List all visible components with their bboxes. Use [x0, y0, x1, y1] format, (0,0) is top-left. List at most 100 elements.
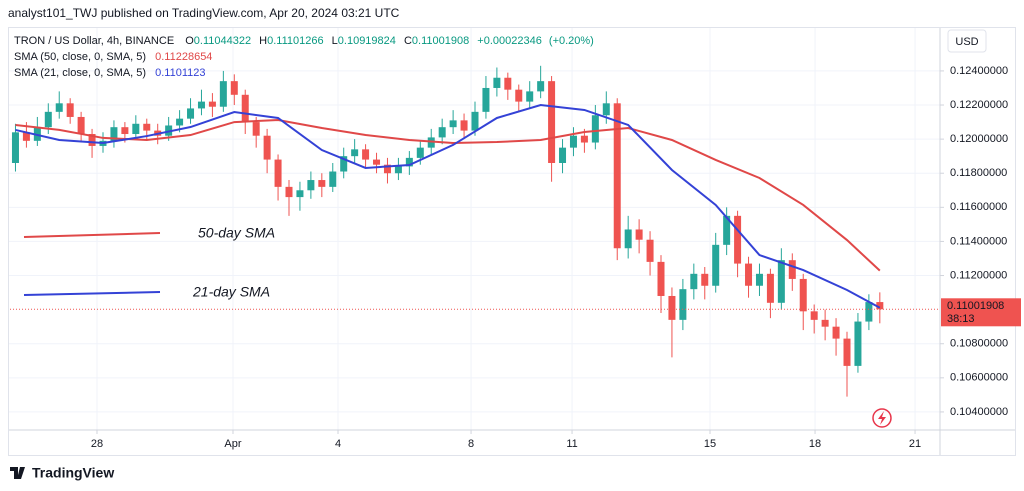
candle-body [777, 260, 785, 303]
axes: 0.10400000 0.10600000 0.10800000 0.11200000… [91, 65, 1021, 450]
candle-body [712, 244, 720, 286]
ohlc-prefix: H [259, 35, 267, 47]
sma-line [15, 119, 881, 272]
candle-body [230, 81, 238, 95]
last-price-tag [941, 298, 1021, 327]
candle-body [252, 122, 260, 136]
y-tick-label: 0.10600000 [950, 372, 1008, 384]
currency-box[interactable] [947, 29, 987, 53]
candle-body [55, 103, 63, 112]
brand[interactable]: TradingView [32, 465, 114, 481]
y-tick-label: 0.12200000 [950, 99, 1008, 111]
last-price: 0.11001908 [947, 300, 1004, 312]
candle-body [438, 127, 446, 138]
annotation: 50-day SMA [198, 225, 275, 241]
annotation-line [23, 232, 161, 238]
candle-body [11, 132, 19, 163]
x-tick-label: Apr [224, 438, 241, 450]
candle-body [197, 101, 205, 109]
ohlc-prefix: C [404, 35, 412, 47]
candle-body [679, 289, 687, 320]
candle-body [515, 89, 523, 102]
candle-body [373, 159, 381, 165]
candle-body [613, 103, 621, 249]
candle-body [537, 81, 545, 92]
x-tick-label: 11 [566, 438, 577, 450]
indicator-value: 0.11228654 [155, 51, 212, 63]
candle-body [854, 321, 862, 366]
annotation-line [23, 291, 161, 296]
candle-body [482, 87, 490, 112]
chart-frame [8, 27, 1016, 456]
candle-body [208, 101, 216, 107]
candle-body [493, 77, 501, 88]
indicator-legend: SMA (21, close, 0, SMA, 5) 0.1101123 [14, 67, 206, 79]
x-tick-label: 15 [704, 438, 716, 450]
candle-body [548, 81, 556, 163]
indicator-name: SMA (50, close, 0, SMA, 5) [14, 51, 146, 63]
candle-body [22, 132, 30, 141]
candle-body [241, 94, 249, 123]
candle-body [44, 111, 52, 128]
candle-body [296, 190, 304, 198]
y-tick-label: 0.12000000 [950, 133, 1008, 145]
candle-body [416, 147, 424, 158]
ohlc-prefix: O [185, 35, 194, 47]
candle-body [307, 180, 315, 191]
y-tick-label: 0.10400000 [950, 406, 1008, 418]
candle-body [734, 215, 742, 264]
candle-body [580, 135, 588, 143]
candle-body [745, 263, 753, 286]
change: +0.00022346 [477, 35, 542, 47]
candle-body [865, 302, 873, 322]
candle-body [559, 147, 567, 163]
candle-body [646, 239, 654, 262]
candle-body [504, 77, 512, 90]
candle-body [132, 123, 140, 135]
y-tick-label: 0.10800000 [950, 338, 1008, 350]
candle-body [427, 137, 435, 148]
x-tick-label: 8 [468, 438, 474, 450]
candle-body [318, 180, 326, 187]
brand-logo[interactable] [10, 467, 25, 479]
x-tick-label: 28 [91, 438, 103, 450]
candle-body [460, 120, 468, 131]
ohlc-value: 0.11101266 [267, 35, 323, 47]
candle-body [755, 273, 763, 286]
candle-body [449, 120, 457, 128]
candle-body [274, 159, 282, 187]
candle-body [187, 108, 195, 119]
candle-body [362, 149, 370, 160]
candle-body [799, 278, 807, 312]
candle-body [832, 326, 840, 339]
currency[interactable]: USD [955, 36, 978, 48]
candle-body [285, 186, 293, 198]
x-tick-label: 18 [809, 438, 821, 450]
y-tick-label: 0.11400000 [950, 235, 1007, 247]
candle-body [263, 135, 271, 160]
candle-body [340, 156, 348, 172]
candle-body [405, 157, 413, 167]
y-tick-label: 0.11200000 [950, 269, 1007, 281]
candle-body [121, 127, 129, 135]
candle-body [143, 123, 151, 131]
indicator-legend: SMA (50, close, 0, SMA, 5) 0.11228654 [14, 51, 212, 63]
candle-body [635, 229, 643, 240]
candle-body [821, 319, 829, 327]
candle-body [810, 311, 818, 320]
candle-body [351, 149, 359, 157]
candle-body [394, 166, 402, 174]
alert-icon[interactable] [872, 408, 892, 428]
change-percent: (+0.20%) [549, 35, 594, 47]
ohlc-value: 0.11044322 [194, 35, 251, 47]
ohlc-value: 0.11001908 [412, 35, 469, 47]
candle-body [766, 273, 774, 303]
indicator-lines [10, 104, 940, 310]
candle-body [591, 115, 599, 143]
candle-body [602, 103, 610, 116]
y-tick-label: 0.11600000 [950, 201, 1007, 213]
candle-body [657, 261, 665, 296]
ohlc-prefix: L [332, 35, 338, 47]
candle-body [668, 295, 676, 320]
candle-body [876, 302, 884, 310]
